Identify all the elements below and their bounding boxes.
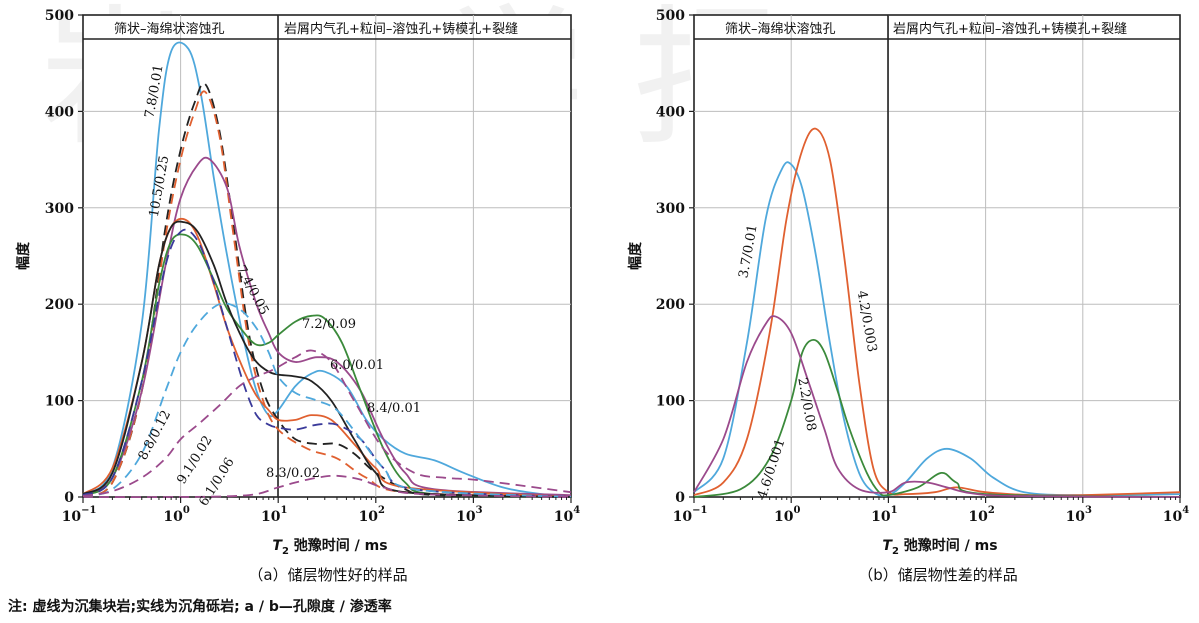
panel-a-y-tick-label: 500 xyxy=(45,8,74,24)
panel-a-series-line-2 xyxy=(82,82,572,498)
panel-b: 筛状–海绵状溶蚀孔 岩屑内气孔+粒间–溶蚀孔+铸模孔+裂缝 3.7/0.014.… xyxy=(627,8,1189,584)
panel-a-region-label-right: 岩屑内气孔+粒间–溶蚀孔+铸模孔+裂缝 xyxy=(284,21,518,37)
panel-a: 筛状–海绵状溶蚀孔 岩屑内气孔+粒间–溶蚀孔+铸模孔+裂缝 7.8/0.0110… xyxy=(15,8,580,584)
panel-a-x-tick-label: 100 xyxy=(163,505,189,525)
panel-a-sample-label: 8.4/0.01 xyxy=(367,401,421,416)
panel-b-plot-frame xyxy=(693,14,1181,498)
x-label-t: T xyxy=(272,538,283,554)
panel-b-y-tick-label: 300 xyxy=(656,201,685,217)
panel-a-x-tick-label: 104 xyxy=(554,505,580,525)
panel-a-sample-label: 8.3/0.02 xyxy=(266,466,320,481)
panel-b-x-tick-label: 101 xyxy=(871,505,897,525)
panel-a-series-line-8 xyxy=(82,228,572,498)
panel-b-y-axis-label: 幅度 xyxy=(627,241,644,270)
panel-a-series-line-7 xyxy=(82,220,572,498)
panel-a-y-tick-label: 200 xyxy=(45,297,74,313)
panel-a-y-tick-label: 400 xyxy=(45,104,74,120)
panel-b-x-tick-label: 102 xyxy=(968,505,994,525)
panel-b-series-line-3 xyxy=(693,338,1181,498)
panel-a-x-tick-label: 10−1 xyxy=(62,505,97,525)
panel-a-sample-label: 6.0/0.01 xyxy=(330,358,384,373)
panel-b-x-tick-label: 104 xyxy=(1163,505,1189,525)
panel-a-caption: （a）储层物性好的样品 xyxy=(248,566,407,584)
x-label-rest: 弛豫时间 / ms xyxy=(899,537,998,554)
panel-a-y-ticks: 0 100 200 300 400 500 xyxy=(45,8,83,506)
panel-a-sample-label: 7.2/0.09 xyxy=(302,317,356,332)
panel-a-series-line-11 xyxy=(82,474,572,499)
x-label-sub: 2 xyxy=(282,546,289,557)
panel-a-series-line-6 xyxy=(82,233,572,498)
panel-a-x-tick-label: 102 xyxy=(359,505,385,525)
panel-a-x-tick-label: 103 xyxy=(456,505,482,525)
panel-b-y-tick-label: 0 xyxy=(675,490,685,506)
panel-a-series-group xyxy=(82,41,572,499)
panel-b-y-tick-label: 200 xyxy=(656,297,685,313)
panel-b-region-label-right: 岩屑内气孔+粒间–溶蚀孔+铸模孔+裂缝 xyxy=(893,21,1127,37)
panel-a-x-ticks: 10−1 100 101 102 103 104 xyxy=(62,497,580,525)
panel-b-y-tick-label: 100 xyxy=(656,394,685,410)
panel-b-y-ticks: 0 100 200 300 400 500 xyxy=(656,8,694,506)
panel-a-x-axis-label: T2 弛豫时间 / ms xyxy=(272,537,387,557)
panel-b-series-line-1 xyxy=(693,161,1181,497)
panel-a-y-tick-label: 300 xyxy=(45,201,74,217)
x-label-t: T xyxy=(882,538,893,554)
panel-b-x-tick-label: 10−1 xyxy=(673,505,708,525)
panel-b-caption: （b）储层物性差的样品 xyxy=(858,566,1018,584)
panel-a-y-tick-label: 0 xyxy=(64,490,74,506)
panel-b-x-tick-label: 103 xyxy=(1066,505,1092,525)
panel-b-y-tick-label: 400 xyxy=(656,104,685,120)
panel-b-y-tick-label: 500 xyxy=(656,8,685,24)
panel-b-series-group xyxy=(693,127,1181,498)
panel-a-region-label-left: 筛状–海绵状溶蚀孔 xyxy=(114,22,225,37)
panel-a-x-tick-label: 101 xyxy=(261,505,287,525)
panel-b-x-ticks: 10−1 100 101 102 103 104 xyxy=(673,497,1189,525)
panel-a-y-axis-label: 幅度 xyxy=(15,241,32,270)
x-label-rest: 弛豫时间 / ms xyxy=(289,537,388,554)
panel-b-region-label-left: 筛状–海绵状溶蚀孔 xyxy=(725,22,836,37)
panel-b-series-line-4 xyxy=(693,315,1181,498)
panel-b-series-line-2 xyxy=(693,127,1181,497)
x-label-sub: 2 xyxy=(892,546,899,557)
figure-note: 注: 虚线为沉集块岩;实线为沉角砾岩; a / b—孔隙度 / 渗透率 xyxy=(8,598,392,615)
panel-a-y-tick-label: 100 xyxy=(45,394,74,410)
panel-b-x-axis-label: T2 弛豫时间 / ms xyxy=(882,537,997,557)
panel-b-x-tick-label: 100 xyxy=(774,505,800,525)
panel-a-series-line-10 xyxy=(82,349,572,497)
